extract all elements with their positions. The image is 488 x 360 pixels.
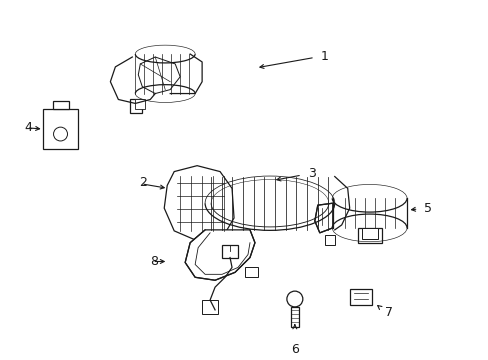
Text: 6: 6: [290, 343, 298, 356]
Polygon shape: [185, 230, 254, 280]
Polygon shape: [164, 166, 234, 241]
Polygon shape: [361, 228, 377, 239]
Polygon shape: [357, 228, 381, 243]
Text: 8: 8: [150, 255, 158, 268]
Polygon shape: [324, 235, 334, 245]
Polygon shape: [52, 102, 68, 109]
Text: 5: 5: [424, 202, 431, 215]
Polygon shape: [42, 109, 78, 149]
Polygon shape: [138, 57, 180, 94]
Polygon shape: [244, 267, 258, 277]
Text: 2: 2: [139, 176, 147, 189]
Polygon shape: [202, 300, 218, 314]
Polygon shape: [349, 289, 371, 305]
Polygon shape: [130, 99, 142, 113]
Circle shape: [286, 291, 302, 307]
Polygon shape: [135, 99, 145, 109]
Text: 3: 3: [307, 167, 315, 180]
Polygon shape: [314, 203, 332, 233]
Bar: [290, 307, 298, 327]
Text: 4: 4: [24, 121, 32, 134]
Circle shape: [53, 127, 67, 141]
Text: 7: 7: [384, 306, 392, 319]
Text: 1: 1: [320, 50, 328, 63]
Polygon shape: [222, 245, 238, 257]
